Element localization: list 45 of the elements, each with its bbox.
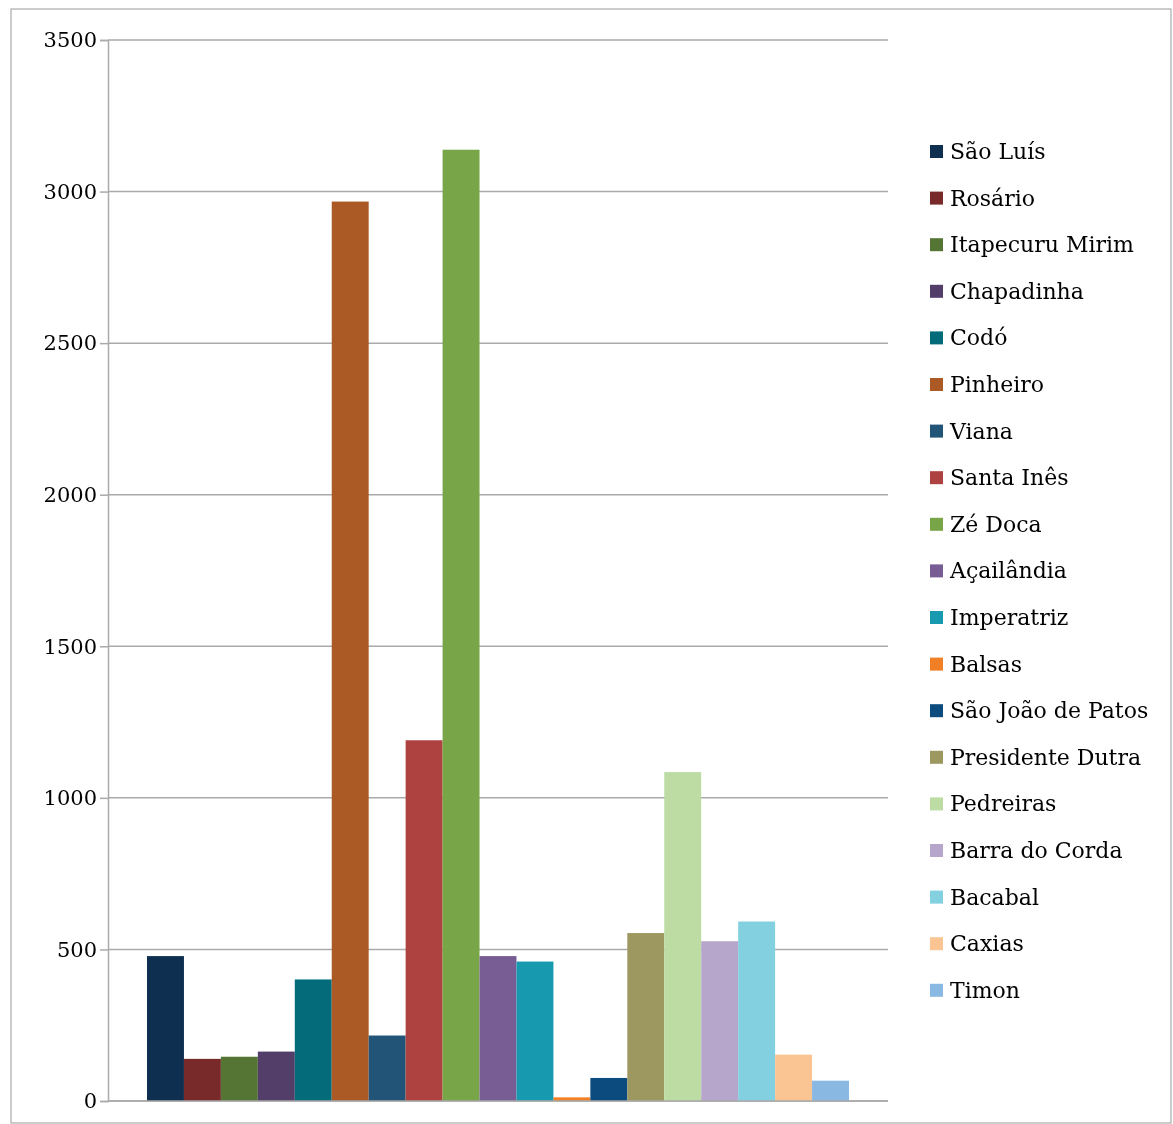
- bar: [257, 1051, 295, 1101]
- legend-label: Açailândia: [949, 558, 1067, 584]
- legend-label: Santa Inês: [950, 465, 1069, 491]
- legend-label: Viana: [949, 418, 1013, 444]
- legend-label: São João de Patos: [950, 698, 1149, 724]
- bar: [294, 979, 332, 1101]
- y-tick-label: 2500: [43, 331, 97, 356]
- bar: [738, 921, 776, 1101]
- legend-label: Balsas: [950, 651, 1023, 677]
- y-tick-label: 0: [83, 1089, 97, 1114]
- bar: [775, 1054, 813, 1101]
- legend-label: Presidente Dutra: [950, 744, 1142, 770]
- legend-label: Pedreiras: [950, 791, 1057, 817]
- legend-label: Itapecuru Mirim: [950, 232, 1135, 258]
- bar: [701, 941, 739, 1101]
- legend-label: Timon: [950, 977, 1020, 1003]
- bar: [331, 201, 369, 1101]
- bar: [220, 1056, 258, 1101]
- y-tick-label: 3500: [43, 28, 97, 53]
- bar: [664, 772, 702, 1101]
- legend-label: Chapadinha: [950, 278, 1084, 304]
- y-tick-label: 2000: [43, 482, 97, 507]
- bar: [405, 740, 443, 1101]
- legend-label: São Luís: [950, 139, 1046, 164]
- y-tick-label: 3000: [43, 179, 97, 204]
- legend-label: Pinheiro: [950, 372, 1044, 397]
- bar: [590, 1077, 628, 1101]
- bar: [368, 1035, 406, 1101]
- bar: [183, 1058, 221, 1101]
- bar: [812, 1080, 849, 1101]
- legend-label: Imperatriz: [950, 605, 1069, 630]
- y-tick-label: 500: [56, 937, 97, 962]
- legend-label: Codó: [950, 325, 1008, 351]
- bar: [516, 961, 554, 1101]
- legend-label: Caxias: [950, 931, 1024, 957]
- legend-label: Rosário: [950, 185, 1036, 211]
- legend-label: Bacabal: [950, 884, 1039, 910]
- bar: [442, 149, 480, 1101]
- y-tick-label: 1000: [43, 786, 97, 811]
- y-tick-label: 1500: [43, 634, 97, 659]
- bar: [479, 956, 517, 1101]
- bar: [147, 956, 184, 1101]
- bar: [627, 933, 665, 1101]
- legend-label: Zé Doca: [950, 511, 1042, 537]
- legend-label: Barra do Corda: [950, 838, 1123, 863]
